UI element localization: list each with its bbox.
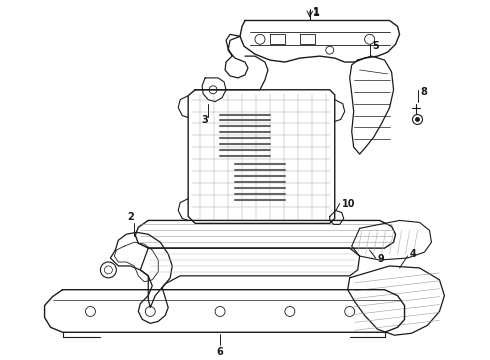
Text: 5: 5: [372, 41, 379, 51]
Text: 10: 10: [342, 199, 355, 208]
Text: 9: 9: [378, 254, 384, 264]
Text: 8: 8: [420, 87, 427, 97]
Text: 3: 3: [202, 114, 208, 125]
Text: 4: 4: [410, 249, 416, 259]
Circle shape: [416, 117, 419, 121]
Text: 2: 2: [127, 212, 134, 222]
Text: 6: 6: [217, 347, 223, 357]
Text: 1: 1: [313, 8, 319, 18]
Text: 1: 1: [313, 6, 319, 17]
